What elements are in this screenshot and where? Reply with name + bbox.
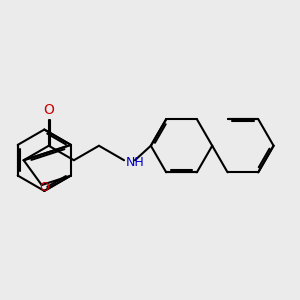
Text: O: O bbox=[39, 181, 49, 194]
Text: NH: NH bbox=[126, 157, 145, 169]
Text: O: O bbox=[43, 103, 54, 117]
